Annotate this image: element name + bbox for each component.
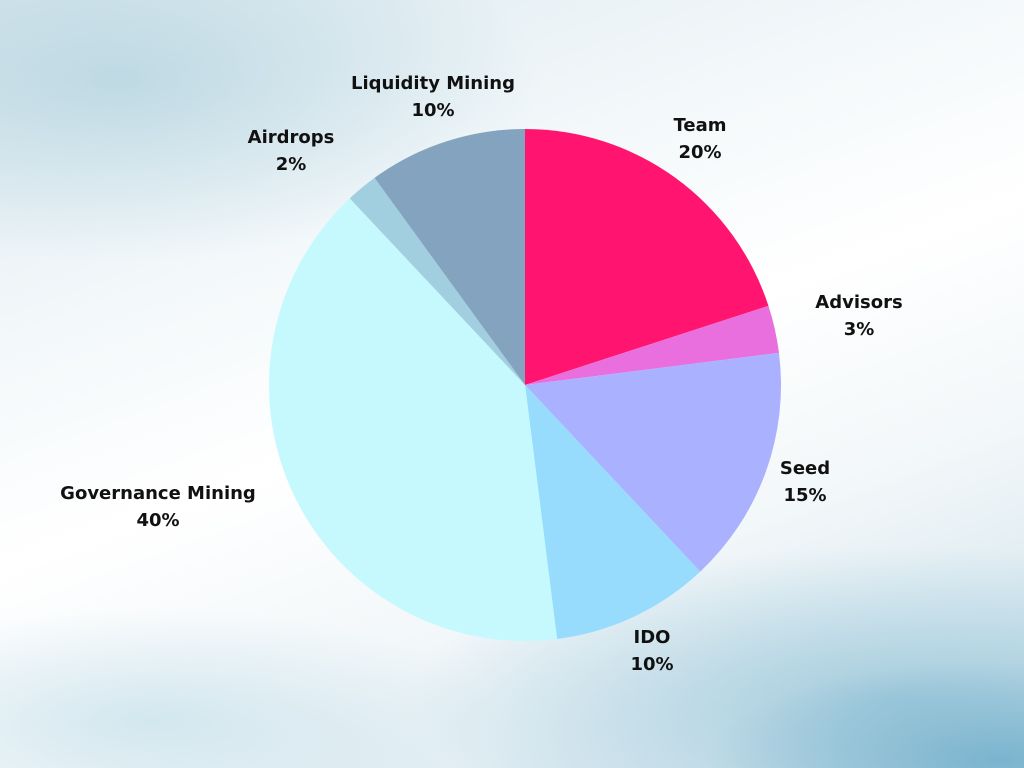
slice-label-ido: IDO	[634, 627, 671, 648]
slice-label-governance-mining: Governance Mining	[60, 483, 256, 504]
slice-label-airdrops: Airdrops	[248, 127, 335, 148]
slice-value-airdrops: 2%	[276, 154, 307, 175]
pie-slice-team	[525, 129, 769, 385]
slice-value-governance-mining: 40%	[136, 510, 179, 531]
slice-value-team: 20%	[678, 142, 721, 163]
pie-slice-seed	[525, 352, 781, 572]
slice-value-ido: 10%	[630, 654, 673, 675]
pie-slice-ido	[525, 385, 701, 639]
slice-label-team: Team	[674, 115, 727, 136]
slice-value-liquidity-mining: 10%	[411, 100, 454, 121]
pie-labels: Team 20% Advisors 3% Seed 15% IDO 10% Governance…	[60, 73, 903, 675]
pie-slice-governance-mining	[269, 198, 558, 641]
slice-label-liquidity-mining: Liquidity Mining	[351, 73, 515, 94]
slice-label-seed: Seed	[780, 458, 830, 479]
pie-slice-advisors	[525, 305, 779, 385]
slice-label-advisors: Advisors	[815, 292, 902, 313]
slice-value-advisors: 3%	[844, 319, 875, 340]
slice-value-seed: 15%	[783, 485, 826, 506]
pie-slice-airdrops	[349, 177, 525, 385]
pie-slice-liquidity-mining	[374, 129, 525, 385]
pie-slices	[269, 129, 781, 641]
